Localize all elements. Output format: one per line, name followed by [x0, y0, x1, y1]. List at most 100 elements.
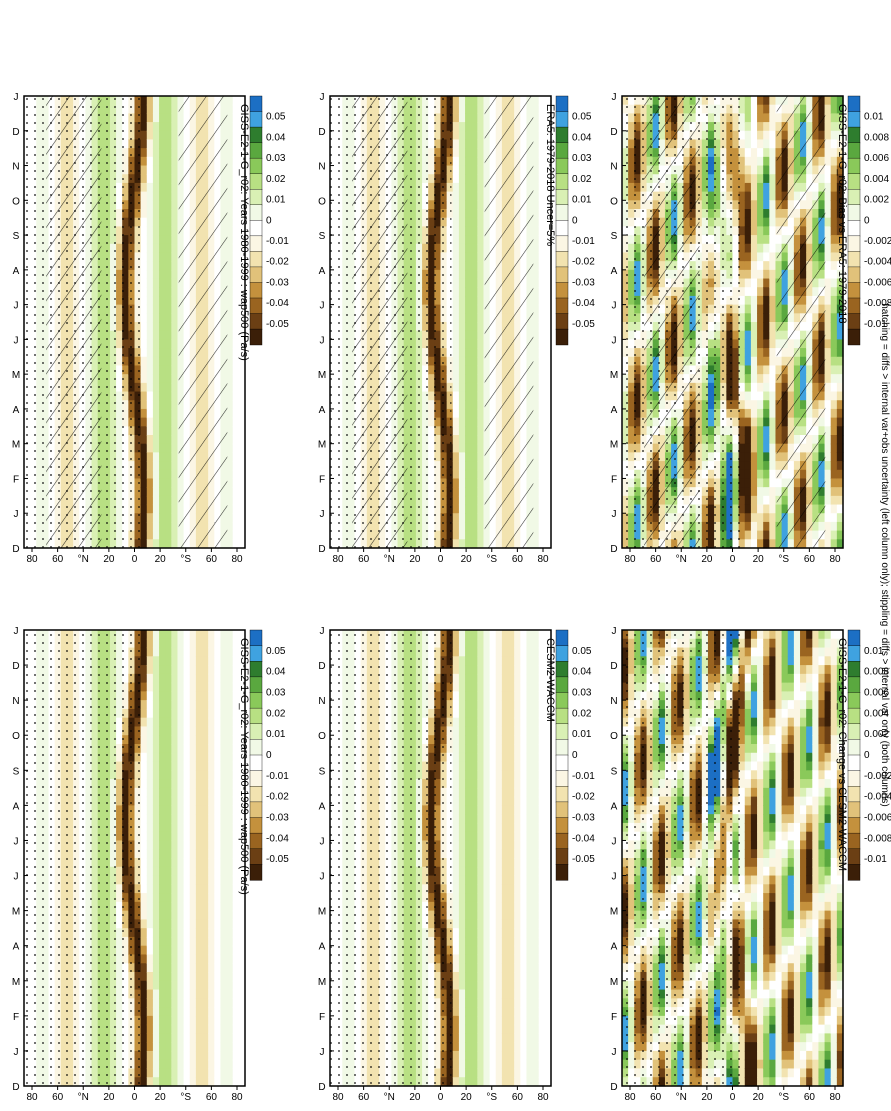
- colorbar-swatch: [249, 723, 263, 740]
- lat-tick-label: 80: [231, 1092, 243, 1103]
- heatmap-cell: [214, 708, 222, 719]
- heatmap-cell: [165, 928, 172, 938]
- colorbar-swatch: [249, 220, 263, 237]
- heatmap-cell: [195, 910, 203, 920]
- heatmap-cell: [159, 374, 166, 384]
- heatmap-cell: [171, 822, 179, 833]
- month-tick-label: N: [12, 696, 19, 707]
- heatmap-cell: [208, 972, 215, 982]
- heatmap-cell: [232, 504, 240, 514]
- heatmap-cell: [238, 831, 246, 842]
- heatmap-cell: [146, 656, 154, 666]
- heatmap-cell: [189, 998, 197, 1008]
- heatmap-cell: [202, 936, 209, 947]
- heatmap-cell: [226, 1059, 234, 1070]
- heatmap-cell: [238, 417, 246, 427]
- heatmap-cell: [171, 770, 179, 780]
- heatmap-cell: [165, 113, 172, 123]
- heatmap-cell: [238, 1059, 246, 1070]
- colorbar-label: 0.01: [266, 729, 286, 740]
- heatmap-cell: [152, 417, 160, 427]
- heatmap-cell: [165, 761, 172, 771]
- heatmap-cell: [152, 235, 160, 245]
- heatmap-cell: [214, 665, 222, 675]
- heatmap-cell: [214, 735, 222, 745]
- heatmap-cell: [146, 356, 154, 367]
- heatmap-cell: [226, 426, 234, 436]
- heatmap-cell: [146, 787, 154, 798]
- heatmap-cell: [159, 998, 166, 1008]
- heatmap-cell: [159, 963, 166, 973]
- heatmap-cell: [152, 435, 160, 445]
- heatmap-cell: [220, 744, 228, 754]
- heatmap-cell: [165, 130, 172, 141]
- heatmap-cell: [226, 901, 234, 912]
- heatmap-cell: [238, 217, 246, 227]
- heatmap-cell: [171, 875, 179, 885]
- heatmap-cell: [189, 1077, 197, 1087]
- heatmap-cell: [152, 1033, 160, 1043]
- heatmap-cell: [189, 805, 197, 815]
- heatmap-cell: [146, 963, 154, 973]
- colorbar-swatch: [249, 864, 263, 881]
- hatch-overlay: [46, 96, 102, 548]
- heatmap-cell: [146, 1068, 154, 1078]
- heatmap-cell: [159, 443, 166, 453]
- heatmap-cell: [195, 630, 203, 640]
- heatmap-cell: [189, 936, 197, 947]
- heatmap-cell: [183, 875, 191, 885]
- heatmap-cell: [165, 884, 172, 894]
- heatmap-cell: [232, 884, 240, 894]
- heatmap-cell: [226, 665, 234, 675]
- heatmap-cell: [165, 630, 172, 640]
- colorbar-swatch: [249, 770, 263, 787]
- month-tick-label: M: [12, 907, 20, 918]
- heatmap-cell: [238, 435, 246, 445]
- heatmap-cell: [171, 452, 179, 462]
- heatmap-cell: [232, 539, 240, 549]
- heatmap-cell: [189, 1068, 197, 1078]
- heatmap-cell: [208, 691, 215, 701]
- heatmap-cell: [152, 269, 160, 280]
- heatmap-cell: [189, 866, 197, 877]
- heatmap-cell: [165, 452, 172, 462]
- heatmap-cell: [214, 1068, 222, 1078]
- heatmap-cell: [232, 200, 240, 210]
- heatmap-cell: [165, 209, 172, 219]
- heatmap-cell: [202, 945, 209, 956]
- heatmap-cell: [220, 665, 228, 675]
- heatmap-cell: [195, 735, 203, 745]
- colorbar-label: -0.03: [266, 813, 289, 824]
- heatmap-cell: [220, 840, 228, 850]
- heatmap-cell: [452, 426, 460, 436]
- heatmap-cell: [171, 726, 179, 736]
- heatmap-cell: [226, 513, 234, 523]
- heatmap-cell: [171, 700, 179, 710]
- heatmap-cell: [152, 200, 160, 210]
- heatmap-cell: [452, 226, 460, 236]
- heatmap-cell: [238, 779, 246, 789]
- colorbar-label: 0.03: [266, 688, 286, 699]
- heatmap-cell: [152, 365, 160, 375]
- heatmap-cell: [152, 443, 160, 453]
- lat-tick-label: 80: [26, 1092, 38, 1103]
- heatmap-cell: [238, 443, 246, 453]
- heatmap-cell: [232, 391, 240, 401]
- heatmap-cell: [159, 261, 166, 271]
- heatmap-cell: [452, 191, 460, 201]
- colorbar-label: 0: [266, 215, 272, 226]
- heatmap-cell: [452, 122, 460, 132]
- heatmap-cell: [146, 717, 154, 728]
- heatmap-cell: [146, 1024, 154, 1034]
- heatmap-cell: [226, 945, 234, 956]
- heatmap-cell: [177, 849, 185, 859]
- heatmap-cell: [226, 989, 234, 999]
- heatmap-cell: [452, 304, 460, 314]
- heatmap-cell: [208, 989, 215, 999]
- heatmap-cell: [238, 426, 246, 436]
- heatmap-cell: [232, 96, 240, 106]
- heatmap-cell: [177, 735, 185, 745]
- heatmap-cell: [238, 104, 246, 114]
- heatmap-cell: [159, 391, 166, 401]
- heatmap-cell: [202, 980, 209, 991]
